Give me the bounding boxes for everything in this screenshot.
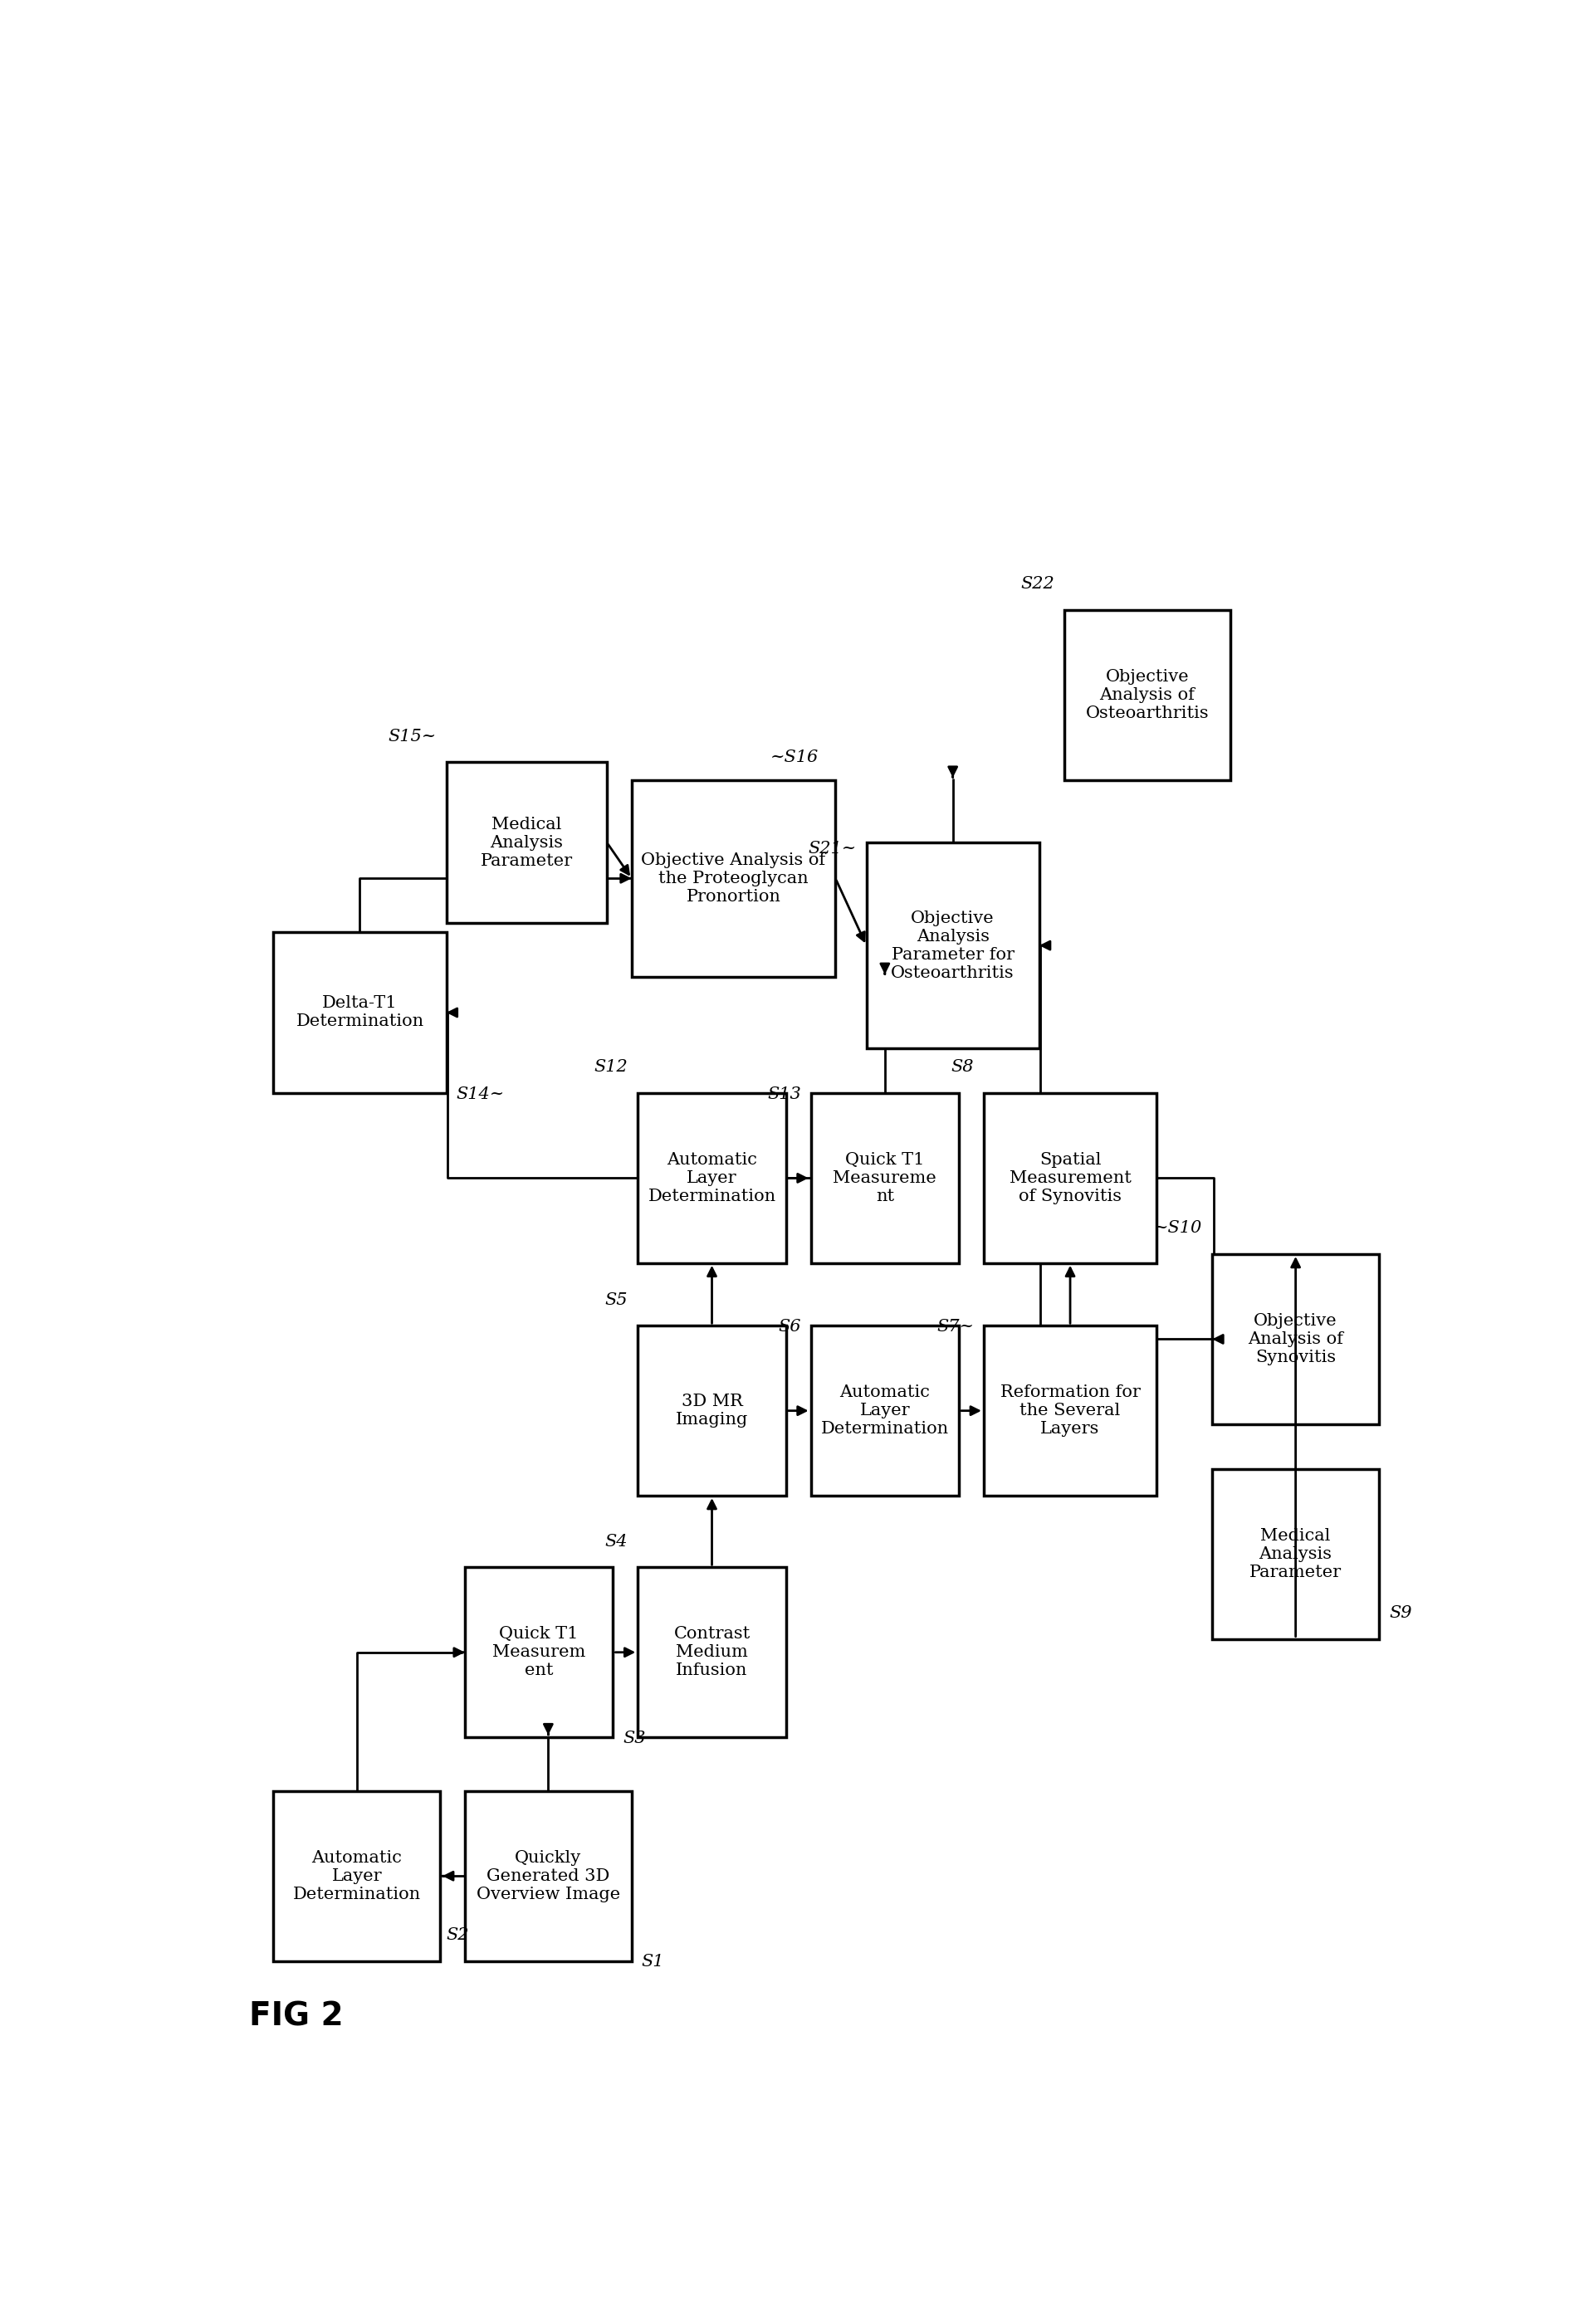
FancyBboxPatch shape [631, 781, 835, 976]
Text: Objective Analysis of
the Proteoglycan
Pronortion: Objective Analysis of the Proteoglycan P… [641, 853, 826, 904]
Text: FIG 2: FIG 2 [249, 2001, 343, 2034]
Text: Quick T1
Measureme
nt: Quick T1 Measureme nt [834, 1153, 937, 1204]
Text: Automatic
Layer
Determination: Automatic Layer Determination [647, 1153, 776, 1204]
Text: Medical
Analysis
Parameter: Medical Analysis Parameter [480, 816, 572, 869]
Text: S7~: S7~ [936, 1320, 974, 1334]
Text: Quick T1
Measurem
ent: Quick T1 Measurem ent [493, 1627, 585, 1678]
FancyBboxPatch shape [638, 1092, 786, 1264]
Text: S6: S6 [778, 1320, 800, 1334]
FancyBboxPatch shape [1211, 1469, 1379, 1638]
Text: Spatial
Measurement
of Synovitis: Spatial Measurement of Synovitis [1009, 1153, 1132, 1204]
Text: Objective
Analysis of
Osteoarthritis: Objective Analysis of Osteoarthritis [1086, 669, 1210, 720]
Text: Automatic
Layer
Determination: Automatic Layer Determination [821, 1385, 948, 1436]
FancyBboxPatch shape [274, 932, 446, 1092]
Text: S14~: S14~ [456, 1085, 505, 1102]
FancyBboxPatch shape [983, 1092, 1157, 1264]
Text: Delta-T1
Determination: Delta-T1 Determination [296, 995, 424, 1030]
FancyBboxPatch shape [811, 1325, 960, 1497]
FancyBboxPatch shape [465, 1792, 631, 1961]
Text: S22: S22 [1020, 576, 1054, 593]
FancyBboxPatch shape [1065, 609, 1231, 781]
Text: S5: S5 [606, 1292, 628, 1308]
Text: S12: S12 [595, 1060, 628, 1076]
Text: S1: S1 [641, 1954, 665, 1971]
FancyBboxPatch shape [638, 1325, 786, 1497]
Text: Contrast
Medium
Infusion: Contrast Medium Infusion [674, 1627, 751, 1678]
Text: S2: S2 [446, 1927, 469, 1943]
FancyBboxPatch shape [811, 1092, 960, 1264]
Text: S8: S8 [952, 1060, 974, 1076]
Text: Automatic
Layer
Determination: Automatic Layer Determination [293, 1850, 421, 1901]
Text: ~S16: ~S16 [770, 751, 819, 765]
Text: S9: S9 [1388, 1606, 1412, 1622]
FancyBboxPatch shape [1211, 1255, 1379, 1425]
Text: S15~: S15~ [387, 727, 437, 744]
Text: ~S10: ~S10 [1154, 1220, 1202, 1236]
Text: S21~: S21~ [808, 841, 856, 858]
FancyBboxPatch shape [638, 1566, 786, 1738]
FancyBboxPatch shape [983, 1325, 1157, 1497]
FancyBboxPatch shape [465, 1566, 614, 1738]
Text: S13: S13 [767, 1085, 800, 1102]
Text: S3: S3 [623, 1731, 646, 1745]
Text: Objective
Analysis
Parameter for
Osteoarthritis: Objective Analysis Parameter for Osteoar… [891, 911, 1014, 981]
Text: Reformation for
the Several
Layers: Reformation for the Several Layers [999, 1385, 1140, 1436]
Text: Objective
Analysis of
Synovitis: Objective Analysis of Synovitis [1248, 1313, 1344, 1364]
FancyBboxPatch shape [446, 762, 607, 923]
Text: Medical
Analysis
Parameter: Medical Analysis Parameter [1250, 1527, 1342, 1580]
FancyBboxPatch shape [867, 844, 1039, 1048]
FancyBboxPatch shape [274, 1792, 440, 1961]
Text: 3D MR
Imaging: 3D MR Imaging [676, 1394, 748, 1427]
Text: Quickly
Generated 3D
Overview Image: Quickly Generated 3D Overview Image [477, 1850, 620, 1901]
Text: S4: S4 [606, 1534, 628, 1550]
